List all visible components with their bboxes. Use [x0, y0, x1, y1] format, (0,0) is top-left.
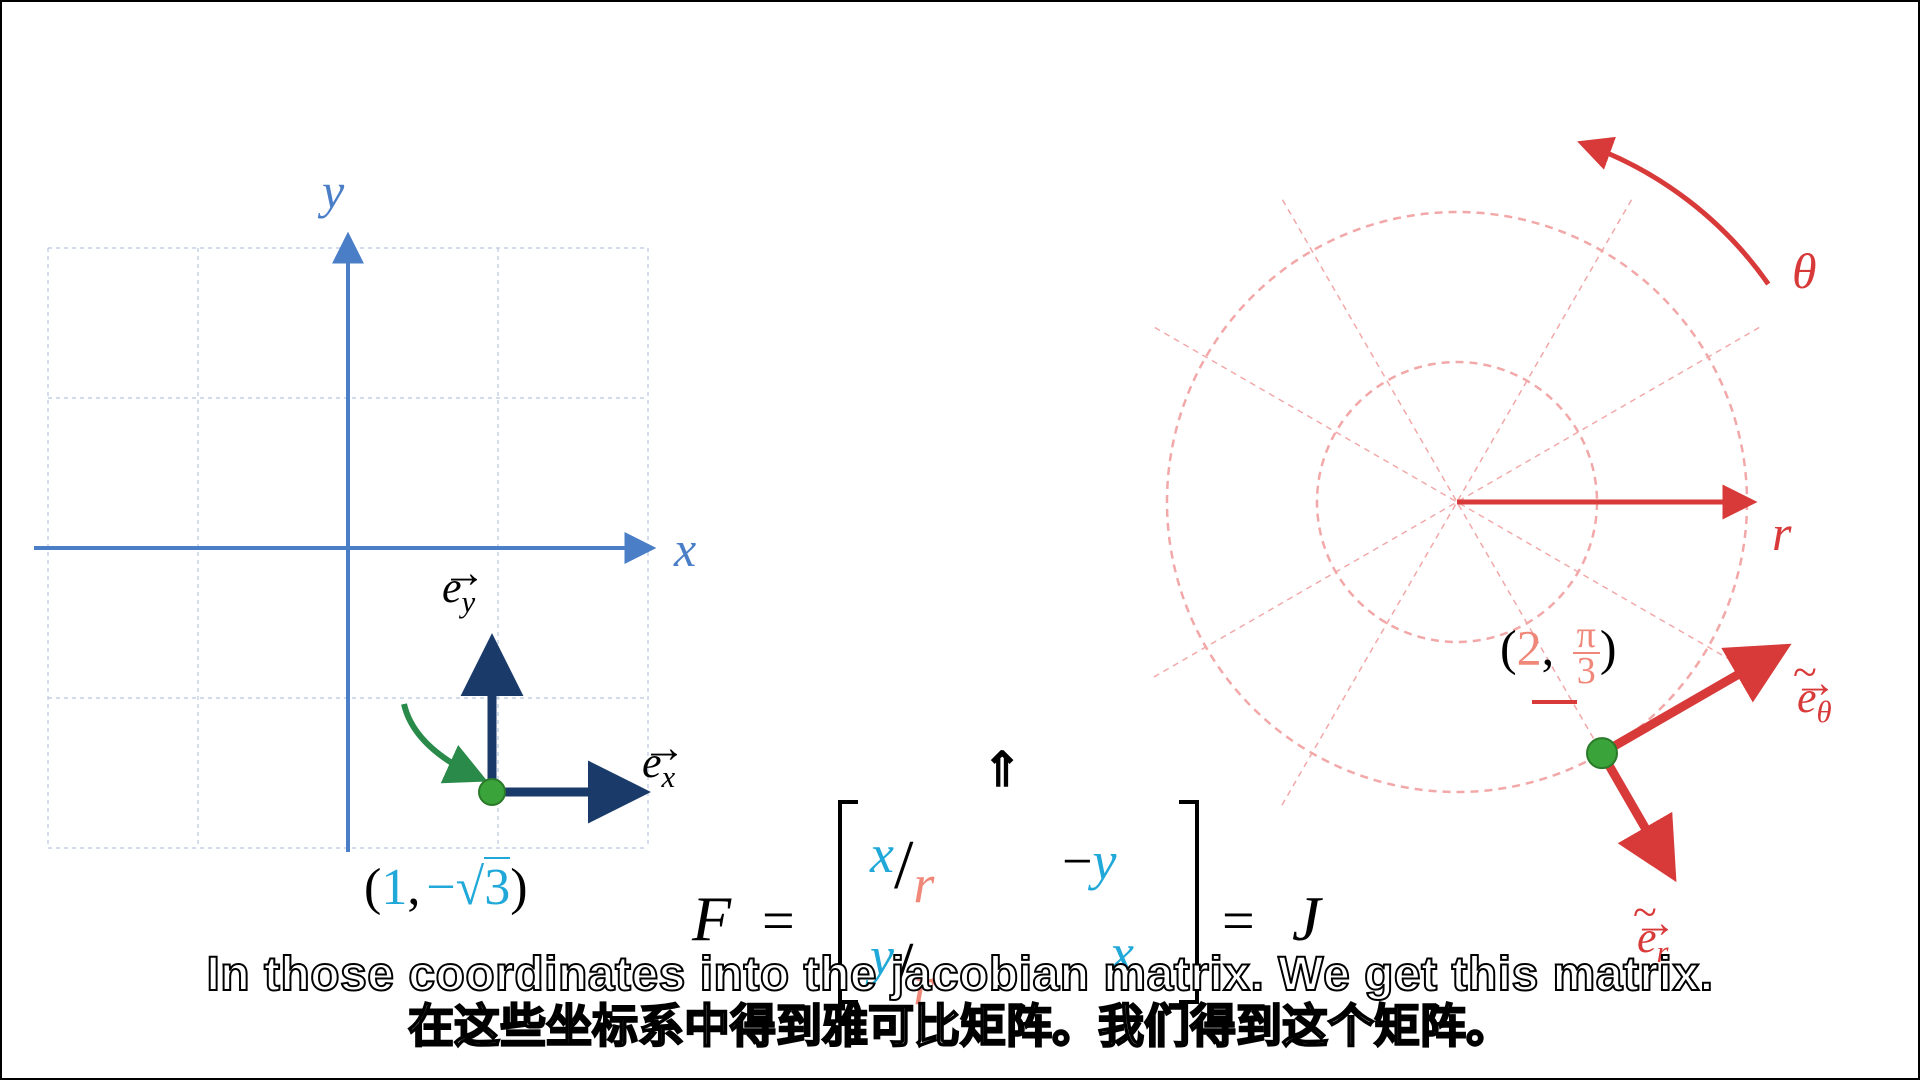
ex-label: → ex	[642, 737, 675, 795]
x-axis-label: x	[674, 520, 696, 578]
matrix-e11: x/r	[870, 820, 934, 900]
matrix-e12: −y	[1062, 830, 1116, 892]
subtitle-chinese: 在这些坐标系中得到雅可比矩阵。我们得到这个矩阵。	[408, 990, 1512, 1056]
etheta-label: ~ → eθ	[1797, 672, 1832, 730]
polar-axes	[1457, 145, 1768, 502]
matrix-F: F	[692, 882, 731, 956]
cartesian-axes	[34, 238, 650, 852]
matrix-arrow-up-icon: ⇑	[982, 742, 1022, 798]
y-axis-label: y	[322, 162, 344, 220]
matrix-eq2: =	[1222, 887, 1255, 954]
ey-label: → ey	[442, 562, 475, 620]
matrix-J: J	[1292, 882, 1320, 956]
cartesian-basis-vectors	[404, 652, 632, 805]
polar-point-label: (2, π 3 )	[1500, 618, 1617, 688]
matrix-eq1: =	[762, 887, 795, 954]
theta-axis-label: θ	[1792, 242, 1817, 300]
cartesian-point-label: (1,−√3)	[364, 858, 528, 917]
r-axis-label: r	[1772, 504, 1791, 562]
